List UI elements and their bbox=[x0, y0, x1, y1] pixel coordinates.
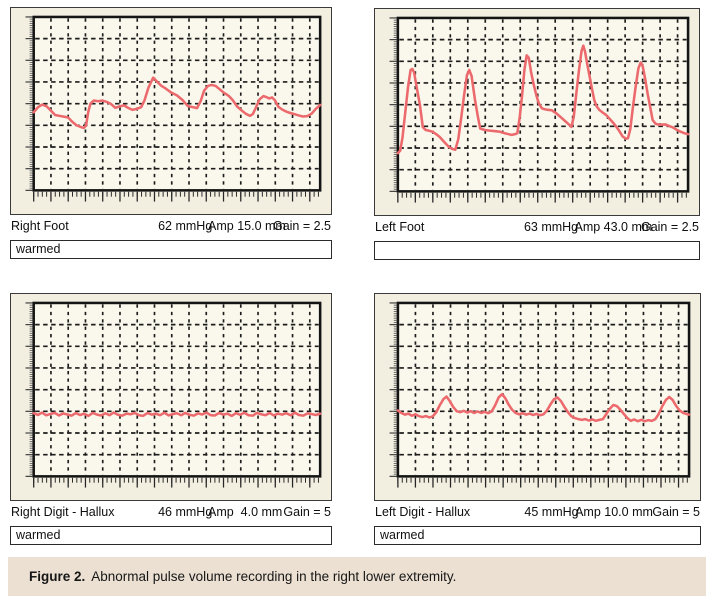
reading-row: Left Digit - Hallux 45 mmHg Amp 10.0 mm … bbox=[374, 504, 701, 523]
panel-right-foot: Right Foot 62 mmHg Amp 15.0 mm Gain = 2.… bbox=[10, 7, 332, 259]
site-label: Right Digit - Hallux bbox=[11, 505, 115, 519]
pressure-reading: 62 mmHg bbox=[158, 219, 213, 233]
panel-right-digit-hallux: Right Digit - Hallux 46 mmHg Amp 4.0 mm … bbox=[10, 293, 332, 545]
amplitude-reading: Amp 15.0 mm bbox=[208, 219, 286, 233]
pvr-waveform-plot bbox=[25, 15, 322, 202]
site-label: Left Foot bbox=[375, 220, 425, 234]
pvr-chart-frame bbox=[374, 8, 700, 216]
figure-caption: Figure 2. Abnormal pulse volume recordin… bbox=[8, 557, 706, 596]
pvr-chart-frame bbox=[10, 7, 332, 215]
figure-caption-text: Abnormal pulse volume recording in the r… bbox=[91, 569, 457, 584]
pressure-reading: 63 mmHg bbox=[523, 220, 579, 234]
reading-row: Right Foot 62 mmHg Amp 15.0 mm Gain = 2.… bbox=[10, 218, 332, 237]
reading-row: Right Digit - Hallux 46 mmHg Amp 4.0 mm … bbox=[10, 504, 332, 523]
panel-left-digit-hallux: Left Digit - Hallux 45 mmHg Amp 10.0 mm … bbox=[374, 293, 701, 545]
pvr-waveform-plot bbox=[25, 301, 322, 488]
site-label: Left Digit - Hallux bbox=[375, 505, 471, 519]
gain-reading: Gain = 2.5 bbox=[272, 219, 331, 233]
amplitude-reading: Amp 10.0 mm bbox=[575, 505, 653, 519]
amplitude-reading: Amp 4.0 mm bbox=[208, 505, 283, 519]
note-field: warmed bbox=[374, 526, 701, 545]
note-field bbox=[374, 241, 700, 260]
gain-reading: Gain = 2.5 bbox=[640, 220, 699, 234]
pressure-reading: 45 mmHg bbox=[524, 505, 579, 519]
pvr-chart-frame bbox=[10, 293, 332, 501]
pvr-waveform-plot bbox=[389, 16, 690, 203]
pressure-reading: 46 mmHg bbox=[158, 505, 213, 519]
reading-row: Left Foot 63 mmHg Amp 43.0 mm Gain = 2.5 bbox=[374, 219, 700, 238]
amplitude-reading: Amp 43.0 mm bbox=[574, 220, 653, 234]
gain-reading: Gain = 5 bbox=[283, 505, 331, 519]
panel-left-foot: Left Foot 63 mmHg Amp 43.0 mm Gain = 2.5 bbox=[374, 8, 700, 260]
gain-reading: Gain = 5 bbox=[652, 505, 700, 519]
figure-caption-label: Figure 2. bbox=[29, 569, 86, 584]
site-label: Right Foot bbox=[11, 219, 69, 233]
note-field: warmed bbox=[10, 240, 332, 259]
pvr-waveform-plot bbox=[389, 301, 691, 488]
note-field: warmed bbox=[10, 526, 332, 545]
pvr-chart-frame bbox=[374, 293, 701, 501]
